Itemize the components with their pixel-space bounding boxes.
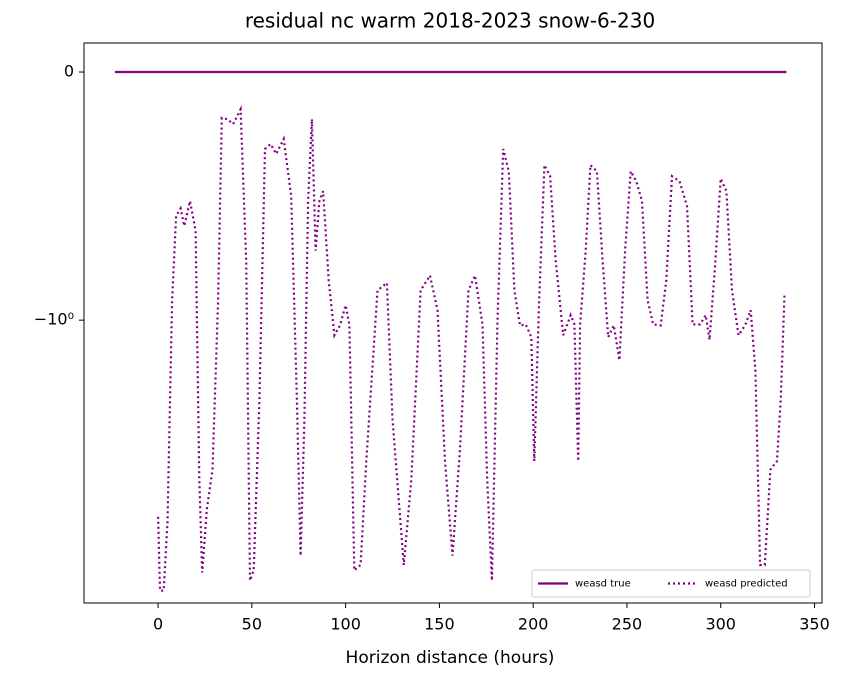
x-tick-label: 250: [612, 615, 643, 634]
y-tick-label: 0: [64, 62, 74, 81]
series-line: [157, 105, 786, 592]
x-tick-label: 150: [424, 615, 455, 634]
x-tick-label: 100: [330, 615, 361, 634]
x-tick-label: 50: [242, 615, 262, 634]
legend-label: weasd predicted: [705, 579, 788, 590]
y-tick-label: −10⁰: [34, 310, 74, 329]
chart-title: residual nc warm 2018-2023 snow-6-230: [245, 9, 655, 33]
x-tick-label: 350: [799, 615, 830, 634]
x-tick-label: 200: [518, 615, 549, 634]
x-tick-label: 0: [153, 615, 163, 634]
x-axis-label: Horizon distance (hours): [346, 648, 555, 668]
x-tick-label: 300: [705, 615, 736, 634]
legend-label: weasd true: [575, 579, 631, 590]
plot-frame: [83, 42, 823, 604]
legend-box: [531, 569, 811, 598]
